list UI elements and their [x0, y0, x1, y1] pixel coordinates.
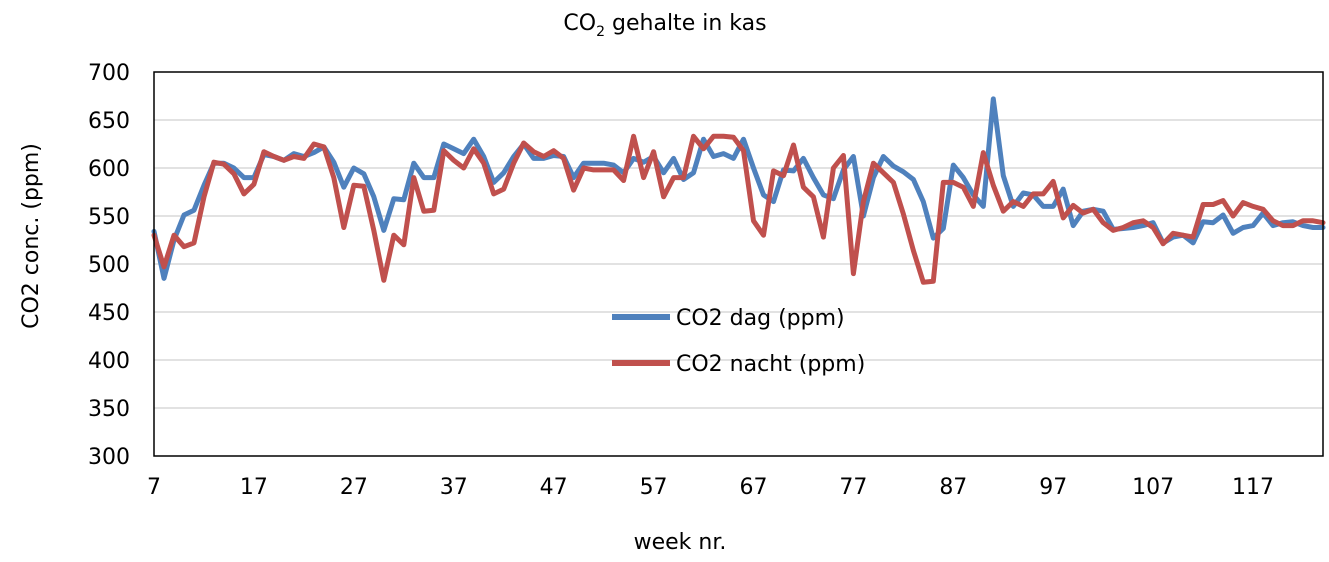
x-tick-label: 87 — [939, 475, 967, 500]
x-tick-label: 17 — [240, 475, 268, 500]
x-tick-label: 117 — [1232, 475, 1274, 500]
x-tick-label: 67 — [739, 475, 767, 500]
x-tick-label: 107 — [1132, 475, 1174, 500]
y-tick-label: 550 — [88, 205, 130, 230]
y-axis-ticks: 300 350 400 450 500 550 600 650 700 — [88, 61, 130, 470]
x-tick-label: 97 — [1039, 475, 1067, 500]
y-tick-label: 700 — [88, 61, 130, 86]
chart-title: CO2 gehalte in kas — [563, 11, 766, 40]
y-tick-label: 600 — [88, 157, 130, 182]
series-line-nacht — [151, 133, 1326, 285]
x-axis-label: week nr. — [634, 530, 727, 555]
x-tick-label: 7 — [147, 475, 161, 500]
x-tick-label: 27 — [340, 475, 368, 500]
legend-label: CO2 dag (ppm) — [676, 306, 845, 331]
legend: CO2 dag (ppm) CO2 nacht (ppm) — [612, 306, 865, 377]
y-tick-label: 450 — [88, 301, 130, 326]
y-tick-label: 300 — [88, 445, 130, 470]
y-axis-label: CO2 conc. (ppm) — [19, 143, 44, 329]
series-lines — [151, 96, 1326, 285]
x-tick-label: 47 — [540, 475, 568, 500]
y-tick-label: 650 — [88, 109, 130, 134]
y-tick-label: 500 — [88, 253, 130, 278]
plot-area-border — [153, 71, 1324, 457]
x-tick-label: 57 — [640, 475, 668, 500]
legend-label: CO2 nacht (ppm) — [676, 352, 865, 377]
x-tick-label: 77 — [839, 475, 867, 500]
series-line-dag — [151, 96, 1326, 281]
x-tick-label: 37 — [440, 475, 468, 500]
y-tick-label: 400 — [88, 349, 130, 374]
x-axis-ticks: 7 17 27 37 47 57 67 77 87 97 107 117 — [147, 475, 1274, 500]
y-tick-label: 350 — [88, 397, 130, 422]
